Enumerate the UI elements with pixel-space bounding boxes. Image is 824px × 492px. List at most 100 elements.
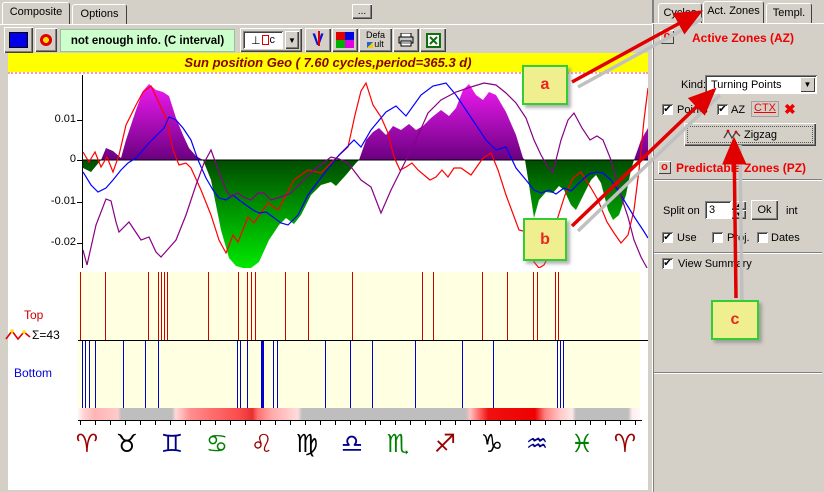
sum-group: Σ=43: [5, 328, 60, 342]
divider: [654, 252, 822, 254]
red-line: [164, 272, 165, 340]
time-axis-tick: [605, 421, 606, 425]
default-icon: [367, 41, 374, 48]
blue-line: [415, 341, 416, 408]
time-axis-tick: [485, 421, 486, 425]
zodiac-virgo: ♍: [295, 429, 319, 458]
blue-line: [89, 341, 90, 408]
time-axis-tick: [80, 421, 81, 425]
cycle-red-curve: [83, 81, 648, 268]
annotation-letter-b: b: [540, 230, 550, 248]
heat-strip: [78, 408, 640, 420]
time-axis-tick: [455, 421, 456, 425]
pz-radio-button[interactable]: o: [658, 161, 671, 174]
split-on-input[interactable]: 3: [705, 201, 731, 219]
az-radio-button[interactable]: o: [660, 30, 674, 44]
kind-dropdown-button[interactable]: ▼: [800, 77, 815, 92]
proj-checkbox[interactable]: [712, 232, 723, 243]
ctx-label: CTX: [754, 102, 776, 114]
blue-line: [261, 341, 264, 408]
composite-chart[interactable]: [83, 75, 648, 268]
az-checkbox[interactable]: ✔: [717, 104, 728, 115]
blue-line: [277, 341, 278, 408]
perp-icon: ⊥: [250, 34, 261, 47]
gear-button[interactable]: [35, 28, 57, 52]
v-arrow-button[interactable]: V: [305, 28, 331, 52]
time-axis-tick: [365, 421, 366, 425]
red-line: [247, 272, 248, 340]
zodiac-gemini: ♊: [160, 429, 184, 458]
default-button[interactable]: Defa ult: [359, 28, 392, 52]
zigzag-button[interactable]: Zigzag: [684, 123, 816, 146]
red-line: [537, 272, 538, 340]
chevron-down-icon: ▼: [803, 80, 812, 89]
colors-button[interactable]: [332, 28, 358, 52]
time-axis-tick: [395, 421, 396, 425]
red-line: [558, 272, 559, 340]
y-tick-001: 0.01: [54, 113, 76, 125]
blue-line: [273, 341, 274, 408]
y-tickmark: [77, 243, 83, 244]
tab-templ[interactable]: Templ.: [766, 3, 812, 23]
tab-act-zones[interactable]: Act. Zones: [703, 1, 764, 23]
sum-label: Σ=43: [32, 328, 60, 342]
time-axis-tick: [200, 421, 201, 425]
split-on-spinner[interactable]: ▲ ▼: [731, 201, 746, 219]
time-axis-tick: [275, 421, 276, 425]
strip-divider: [78, 340, 648, 341]
time-axis-tick: [155, 421, 156, 425]
color-swatch-button[interactable]: [4, 27, 33, 53]
points-checkbox[interactable]: ✔: [662, 104, 673, 115]
cycle-blue-curve: [83, 82, 648, 239]
view-summary-checkbox[interactable]: ✔: [662, 258, 673, 269]
tab-composite[interactable]: Composite: [2, 2, 70, 24]
tab-cycles-label: Cycles: [663, 7, 697, 19]
zodiac-capricorn: ♑: [480, 429, 504, 458]
curve-style-value: ⊥ c: [243, 31, 283, 49]
red-line: [433, 272, 434, 340]
curve-style-combo[interactable]: ⊥ c ▼: [240, 28, 302, 52]
up-arrow-icon: ▲: [735, 202, 742, 209]
use-checkbox[interactable]: ✔: [662, 232, 673, 243]
v-arrow-red-line: [318, 31, 320, 46]
blue-line: [372, 341, 373, 408]
zodiac-taurus: ♉: [115, 429, 139, 458]
red-line: [238, 272, 239, 340]
time-axis-tick: [305, 421, 306, 425]
split-on-value: 3: [709, 204, 716, 216]
blue-line: [82, 341, 83, 408]
kind-combo[interactable]: Turning Points ▼: [705, 75, 817, 94]
y-tickmark: [77, 202, 83, 203]
spinner-down-button[interactable]: ▼: [731, 210, 746, 219]
zigzag-icon: [5, 329, 31, 341]
red-line: [148, 272, 149, 340]
close-x-icon[interactable]: ✖: [784, 101, 796, 117]
export-excel-button[interactable]: [420, 28, 446, 52]
print-button[interactable]: [393, 28, 419, 52]
spinner-up-button[interactable]: ▲: [731, 201, 746, 210]
zodiac-libra: ♎: [340, 429, 364, 458]
blue-line: [350, 341, 351, 408]
blue-swatch-icon: [9, 32, 28, 48]
red-box-icon: [261, 35, 269, 45]
blue-line: [247, 341, 248, 408]
more-button[interactable]: ...: [352, 4, 372, 19]
points-label: Points: [677, 104, 708, 116]
down-arrow-icon: ▼: [735, 211, 742, 218]
dates-checkbox[interactable]: [757, 232, 768, 243]
ok-button-label: Ok: [757, 204, 772, 216]
red-line: [251, 272, 252, 340]
ok-button[interactable]: Ok: [751, 200, 778, 220]
ctx-button[interactable]: CTX: [751, 101, 779, 117]
combo-dropdown-button[interactable]: ▼: [285, 31, 299, 49]
tab-options[interactable]: Options: [72, 4, 127, 24]
composite-area-above: [83, 84, 648, 160]
red-line: [80, 272, 81, 340]
red-line: [422, 272, 423, 340]
annotation-letter-a: a: [540, 76, 550, 93]
proj-label: Proj.: [727, 232, 750, 244]
banner-underline: [8, 72, 648, 74]
zodiac-leo: ♌: [250, 429, 274, 458]
tab-cycles[interactable]: Cycles: [658, 3, 702, 23]
blue-line: [462, 341, 463, 408]
